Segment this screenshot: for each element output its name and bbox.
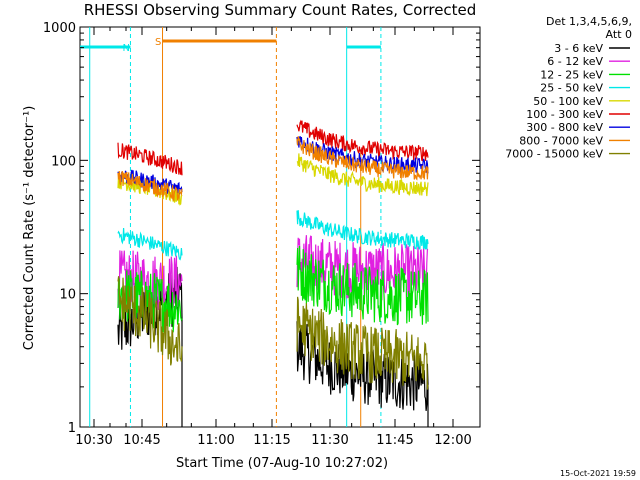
legend-label-4: 50 - 100 keV <box>533 95 603 108</box>
y-axis-label: Corrected Count Rate (s⁻¹ detector⁻¹) <box>22 106 37 351</box>
series-line-5-seg1 <box>117 142 183 176</box>
series-line-3-seg2 <box>296 210 429 250</box>
series-line-7-seg1 <box>117 171 183 202</box>
timestamp: 15-Oct-2021 19:59 <box>560 469 636 478</box>
x-tick-label-4: 11:30 <box>311 433 348 448</box>
legend-header-line2: Att 0 <box>606 28 632 41</box>
plot-area: NS <box>79 26 481 428</box>
flag-label-n: N <box>123 43 130 54</box>
y-axis: 1 10 100 1000 <box>43 21 480 436</box>
legend-label-7: 800 - 7000 keV <box>519 134 603 147</box>
series-line-5-seg2 <box>296 119 429 162</box>
legend-label-1: 6 - 12 keV <box>547 55 603 68</box>
x-tick-label-5: 11:45 <box>376 433 413 448</box>
x-axis-label: Start Time (07-Aug-10 10:27:02) <box>176 456 388 471</box>
y-tick-label-3: 1000 <box>43 21 76 36</box>
y-tick-label-0: 1 <box>68 421 76 436</box>
flag-label-s: S <box>155 37 161 48</box>
x-tick-label-1: 10:45 <box>123 433 160 448</box>
y-tick-label-1: 10 <box>59 288 76 303</box>
legend-label-5: 100 - 300 keV <box>526 108 603 121</box>
legend-label-6: 300 - 800 keV <box>526 121 603 134</box>
x-tick-label-0: 10:30 <box>75 433 112 448</box>
x-tick-label-2: 11:00 <box>197 433 234 448</box>
series-line-2-seg2 <box>296 245 429 326</box>
legend-label-2: 12 - 25 keV <box>540 68 603 81</box>
legend-label-8: 7000 - 15000 keV <box>505 148 603 161</box>
series-line-7-seg2 <box>296 136 429 181</box>
legend-header-line1: Det 1,3,4,5,6,9, <box>546 15 632 28</box>
legend-label-3: 25 - 50 keV <box>540 82 603 95</box>
series-line-0-seg2 <box>296 321 429 427</box>
series-line-3-seg1 <box>117 227 183 261</box>
series-line-8-seg1 <box>117 276 183 366</box>
plot-frame <box>79 26 481 428</box>
x-tick-label-6: 12:00 <box>434 433 471 448</box>
x-tick-label-3: 11:15 <box>253 433 290 448</box>
series-line-8-seg2 <box>296 296 429 390</box>
series-line-4-seg2 <box>296 153 429 197</box>
y-tick-label-2: 100 <box>51 154 76 169</box>
chart-title: RHESSI Observing Summary Count Rates, Co… <box>83 1 477 19</box>
x-axis: 10:30 10:45 11:00 11:15 11:30 11:45 12:00 <box>75 27 472 448</box>
legend-label-0: 3 - 6 keV <box>554 42 603 55</box>
